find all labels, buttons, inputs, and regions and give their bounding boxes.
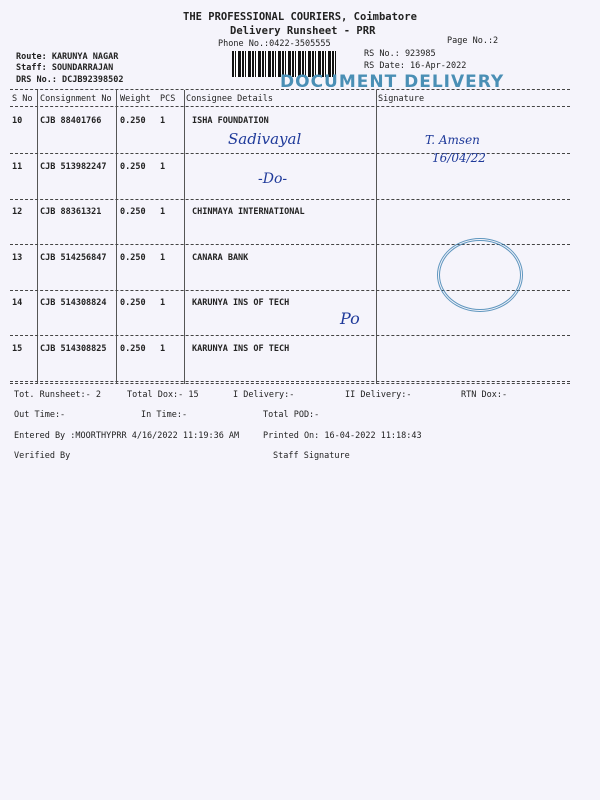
row-divider: [10, 335, 570, 336]
col-weight: Weight: [120, 94, 151, 104]
cell-wt: 0.250: [120, 162, 146, 172]
col-consignee: Consignee Details: [186, 94, 273, 104]
document-delivery-stamp: DOCUMENT DELIVERY: [280, 72, 505, 92]
col-pcs: PCS: [160, 94, 176, 104]
row-divider: [10, 381, 570, 382]
total-pod: Total POD:-: [263, 410, 320, 420]
rs-date: RS Date: 16-Apr-2022: [364, 61, 467, 71]
cell-sno: 12: [12, 207, 23, 217]
column-line: [376, 90, 377, 384]
column-line: [184, 90, 185, 384]
divider: [10, 89, 570, 90]
cell-cons: CJB 514308824: [40, 298, 107, 308]
col-signature: Signature: [378, 94, 425, 104]
cell-wt: 0.250: [120, 253, 146, 263]
column-line: [37, 90, 38, 384]
cell-pcs: 1: [160, 253, 166, 263]
cell-wt: 0.250: [120, 298, 146, 308]
handwritten-note: -Do-: [258, 171, 288, 187]
rtn-dox: RTN Dox:-: [461, 390, 508, 400]
document-title: Delivery Runsheet - PRR: [230, 25, 376, 37]
cell-wt: 0.250: [120, 344, 146, 354]
staff-signature: Staff Signature: [273, 451, 350, 461]
handwritten-signature: T. Amsen: [425, 133, 480, 147]
barcode: [232, 51, 336, 77]
cell-pcs: 1: [160, 344, 166, 354]
cell-consignee: KARUNYA INS OF TECH: [192, 298, 290, 308]
printed-on: Printed On: 16-04-2022 11:18:43: [263, 431, 422, 441]
row-divider: [10, 290, 570, 291]
cell-cons: CJB 88401766: [40, 116, 102, 126]
col-consignment: Consignment No: [40, 94, 112, 104]
page-number: Page No.:2: [447, 36, 499, 46]
handwritten-note: Po: [340, 309, 360, 328]
cell-pcs: 1: [160, 116, 166, 126]
cell-pcs: 1: [160, 207, 166, 217]
handwritten-note: Sadivayal: [228, 130, 302, 148]
rs-no: RS No.: 923985: [364, 49, 436, 59]
total-dox: Total Dox:- 15: [127, 390, 199, 400]
cell-sno: 11: [12, 162, 23, 172]
cell-sno: 10: [12, 116, 23, 126]
row-divider: [10, 153, 570, 154]
row-divider: [10, 199, 570, 200]
row-divider: [10, 244, 570, 245]
drs-no: DRS No.: DCJB92398502: [16, 75, 124, 85]
out-time: Out Time:-: [14, 410, 66, 420]
first-delivery: I Delivery:-: [233, 390, 295, 400]
cell-consignee: ISHA FOUNDATION: [192, 116, 269, 126]
cell-sno: 14: [12, 298, 23, 308]
cell-wt: 0.250: [120, 116, 146, 126]
col-sno: S No: [12, 94, 33, 104]
divider: [10, 106, 570, 107]
company-name: THE PROFESSIONAL COURIERS, Coimbatore: [183, 11, 417, 23]
cell-cons: CJB 514308825: [40, 344, 107, 354]
cell-cons: CJB 513982247: [40, 162, 107, 172]
cell-pcs: 1: [160, 298, 166, 308]
cell-consignee: KARUNYA INS OF TECH: [192, 344, 290, 354]
route: Route: KARUNYA NAGAR: [16, 52, 119, 62]
cell-cons: CJB 88361321: [40, 207, 102, 217]
seal-stamp: [437, 238, 523, 312]
cell-cons: CJB 514256847: [40, 253, 107, 263]
entered-by: Entered By :MOORTHYPRR 4/16/2022 11:19:3…: [14, 431, 240, 441]
cell-pcs: 1: [160, 162, 166, 172]
cell-wt: 0.250: [120, 207, 146, 217]
column-line: [116, 90, 117, 384]
cell-consignee: CANARA BANK: [192, 253, 249, 263]
handwritten-date: 16/04/22: [432, 151, 486, 165]
in-time: In Time:-: [141, 410, 188, 420]
phone: Phone No.:0422-3505555: [218, 39, 331, 49]
cell-sno: 13: [12, 253, 23, 263]
total-runsheet: Tot. Runsheet:- 2: [14, 390, 101, 400]
verified-by: Verified By: [14, 451, 71, 461]
staff: Staff: SOUNDARRAJAN: [16, 63, 114, 73]
cell-consignee: CHINMAYA INTERNATIONAL: [192, 207, 305, 217]
divider: [10, 383, 570, 384]
cell-sno: 15: [12, 344, 23, 354]
second-delivery: II Delivery:-: [345, 390, 412, 400]
